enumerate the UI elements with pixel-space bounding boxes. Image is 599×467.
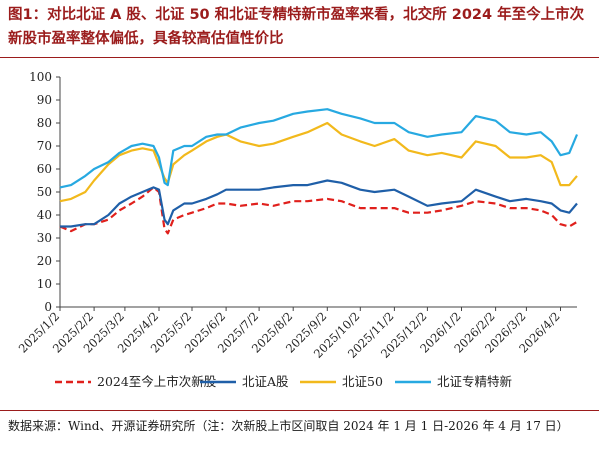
legend-label: 2024至今上市次新股 bbox=[97, 374, 217, 389]
figure-title-bar: 图1：对比北证 A 股、北证 50 和北证专精特新市盈率来看，北交所 2024 … bbox=[0, 0, 599, 58]
y-tick-label: 20 bbox=[37, 254, 52, 268]
title-rule bbox=[0, 57, 599, 58]
y-tick-label: 0 bbox=[44, 300, 52, 314]
series-line-2024至今上市次新股 bbox=[59, 186, 578, 235]
y-tick-label: 90 bbox=[37, 93, 52, 107]
y-tick-label: 10 bbox=[37, 277, 52, 291]
figure-title: 图1：对比北证 A 股、北证 50 和北证专精特新市盈率来看，北交所 2024 … bbox=[8, 7, 585, 47]
y-tick-label: 40 bbox=[37, 208, 52, 222]
y-tick-label: 70 bbox=[37, 139, 52, 153]
y-tick-label: 100 bbox=[29, 70, 52, 84]
series-line-北证专精特新 bbox=[59, 108, 579, 189]
source-rule bbox=[0, 410, 599, 411]
legend-label: 北证50 bbox=[342, 374, 383, 389]
y-tick-label: 80 bbox=[37, 116, 52, 130]
legend-label: 北证A股 bbox=[242, 374, 289, 389]
source-note: 数据来源：Wind、开源证券研究所（注：次新股上市区间取自 2024 年 1 月… bbox=[8, 419, 569, 433]
y-tick-label: 30 bbox=[37, 231, 52, 245]
y-tick-label: 60 bbox=[37, 162, 52, 176]
series-line-北证A股 bbox=[60, 179, 578, 228]
line-chart: 01020304050607080901002025/1/22025/2/220… bbox=[16, 70, 579, 389]
y-tick-label: 50 bbox=[37, 185, 52, 199]
legend-label: 北证专精特新 bbox=[437, 374, 512, 389]
series-line-北证50 bbox=[59, 121, 578, 203]
